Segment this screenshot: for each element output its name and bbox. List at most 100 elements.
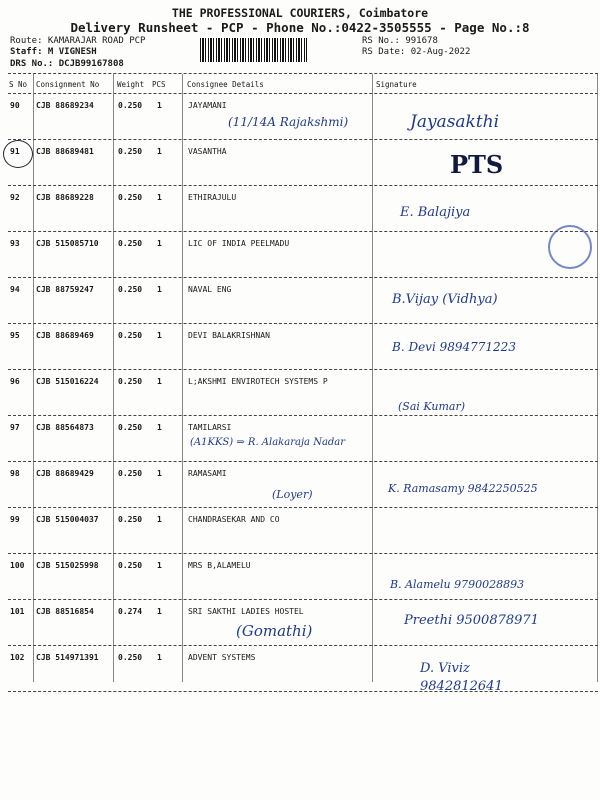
consignment-number: CJB 515004037 [36,515,99,524]
consignee-name: SRI SAKTHI LADIES HOSTEL [188,607,304,616]
consignee-name: CHANDRASEKAR AND CO [188,515,280,524]
consignment-number: CJB 88564873 [36,423,94,432]
row-divider [8,645,598,646]
pieces: 1 [157,561,162,570]
column-line [372,74,373,682]
consignee-name: ADVENT SYSTEMS [188,653,256,662]
serial-number: 92 [10,193,20,202]
pieces: 1 [157,239,162,248]
serial-number: 96 [10,377,20,386]
weight: 0.250 [118,101,143,110]
serial-number: 94 [10,285,20,294]
handwritten-note: (Loyer) [272,488,313,501]
signature: B. Alamelu 9790028893 [390,578,525,591]
table-row: 94 CJB 88759247 0.250 1 NAVAL ENG [0,285,600,331]
row-divider [8,461,598,462]
route: Route: KAMARAJAR ROAD PCP [10,36,146,46]
signature: (Sai Kumar) [398,400,465,413]
table-row: 96 CJB 515016224 0.250 1 L;AKSHMI ENVIROTECH… [0,377,600,423]
serial-number: 93 [10,239,20,248]
rs-number: RS No.: 991678 [362,36,438,46]
consignment-number: CJB 88689228 [36,193,94,202]
weight: 0.250 [118,515,143,524]
table-row: 100 CJB 515025998 0.250 1 MRS B,ALAMELU [0,561,600,607]
signature: B. Devi 9894771223 [392,340,516,354]
pieces: 1 [157,515,162,524]
barcode [200,38,307,62]
consignment-number: CJB 88689234 [36,101,94,110]
handwritten-circle [3,140,33,168]
consignment-number: CJB 88759247 [36,285,94,294]
weight: 0.250 [118,561,143,570]
consignee-name: ETHIRAJULU [188,193,237,202]
consignee-name: DEVI BALAKRISHNAN [188,331,270,340]
serial-number: 97 [10,423,20,432]
weight: 0.250 [118,193,143,202]
consignee-name: RAMASAMI [188,469,227,478]
weight: 0.250 [118,423,143,432]
consignment-number: CJB 515025998 [36,561,99,570]
table-row: 91 CJB 88689481 0.250 1 VASANTHA [0,147,600,193]
serial-number: 101 [10,607,25,616]
weight: 0.250 [118,377,143,386]
row-divider [8,369,598,370]
pieces: 1 [157,331,162,340]
consignee-name: LIC OF INDIA PEELMADU [188,239,290,248]
consignment-number: CJB 514971391 [36,653,99,662]
weight: 0.250 [118,147,143,156]
signature: Jayasakthi [410,112,500,132]
rs-date: RS Date: 02-Aug-2022 [362,47,471,57]
handwritten-note: (11/14A Rajakshmi) [228,115,349,129]
signature: Preethi 9500878971 [404,613,539,628]
company-title: THE PROFESSIONAL COURIERS, Coimbatore [171,6,429,20]
table-row: 102 CJB 514971391 0.250 1 ADVENT SYSTEMS [0,653,600,699]
consignment-number: CJB 88689469 [36,331,94,340]
row-divider [8,415,598,416]
signature: PTS [450,150,504,179]
serial-number: 100 [10,561,25,570]
table-row: 95 CJB 88689469 0.250 1 DEVI BALAKRISHNAN [0,331,600,377]
row-divider [8,231,598,232]
weight: 0.250 [118,653,143,662]
consignee-name: JAYAMANI [188,101,227,110]
row-divider [8,553,598,554]
staff: Staff: M VIGNESH [10,47,97,57]
pieces: 1 [157,101,162,110]
company-stamp [548,225,592,269]
runsheet-subtitle: Delivery Runsheet - PCP - Phone No.:0422… [70,20,530,35]
table-row: 99 CJB 515004037 0.250 1 CHANDRASEKAR AND CO [0,515,600,561]
table-row: 97 CJB 88564873 0.250 1 TAMILARSI [0,423,600,469]
row-divider [8,277,598,278]
pieces: 1 [157,285,162,294]
serial-number: 98 [10,469,20,478]
pieces: 1 [157,147,162,156]
row-divider [8,185,598,186]
row-divider [8,599,598,600]
signature: B.Vijay (Vidhya) [392,292,498,307]
table-row: 93 CJB 515085710 0.250 1 LIC OF INDIA PEELMA… [0,239,600,285]
consignment-number: CJB 88689481 [36,147,94,156]
consignment-number: CJB 88689429 [36,469,94,478]
header-consignee: Consignee Details [187,80,264,89]
table-row: 92 CJB 88689228 0.250 1 ETHIRAJULU [0,193,600,239]
signature: D. Viviz 9842812641 [420,661,503,694]
divider [8,93,598,94]
header-weight: Weight [117,80,145,89]
row-divider [8,139,598,140]
row-divider [8,323,598,324]
weight: 0.250 [118,469,143,478]
consignee-name: VASANTHA [188,147,227,156]
pieces: 1 [157,423,162,432]
handwritten-note: (A1KKS) ⇒ R. Alakaraja Nadar [190,437,346,448]
column-line [597,74,598,682]
pieces: 1 [157,653,162,662]
consignee-name: L;AKSHMI ENVIROTECH SYSTEMS P [188,377,328,386]
header-signature: Signature [376,80,417,89]
table-row: 98 CJB 88689429 0.250 1 RAMASAMI [0,469,600,515]
column-line [113,74,114,682]
weight: 0.250 [118,285,143,294]
pieces: 1 [157,377,162,386]
pieces: 1 [157,469,162,478]
column-line [33,74,34,682]
